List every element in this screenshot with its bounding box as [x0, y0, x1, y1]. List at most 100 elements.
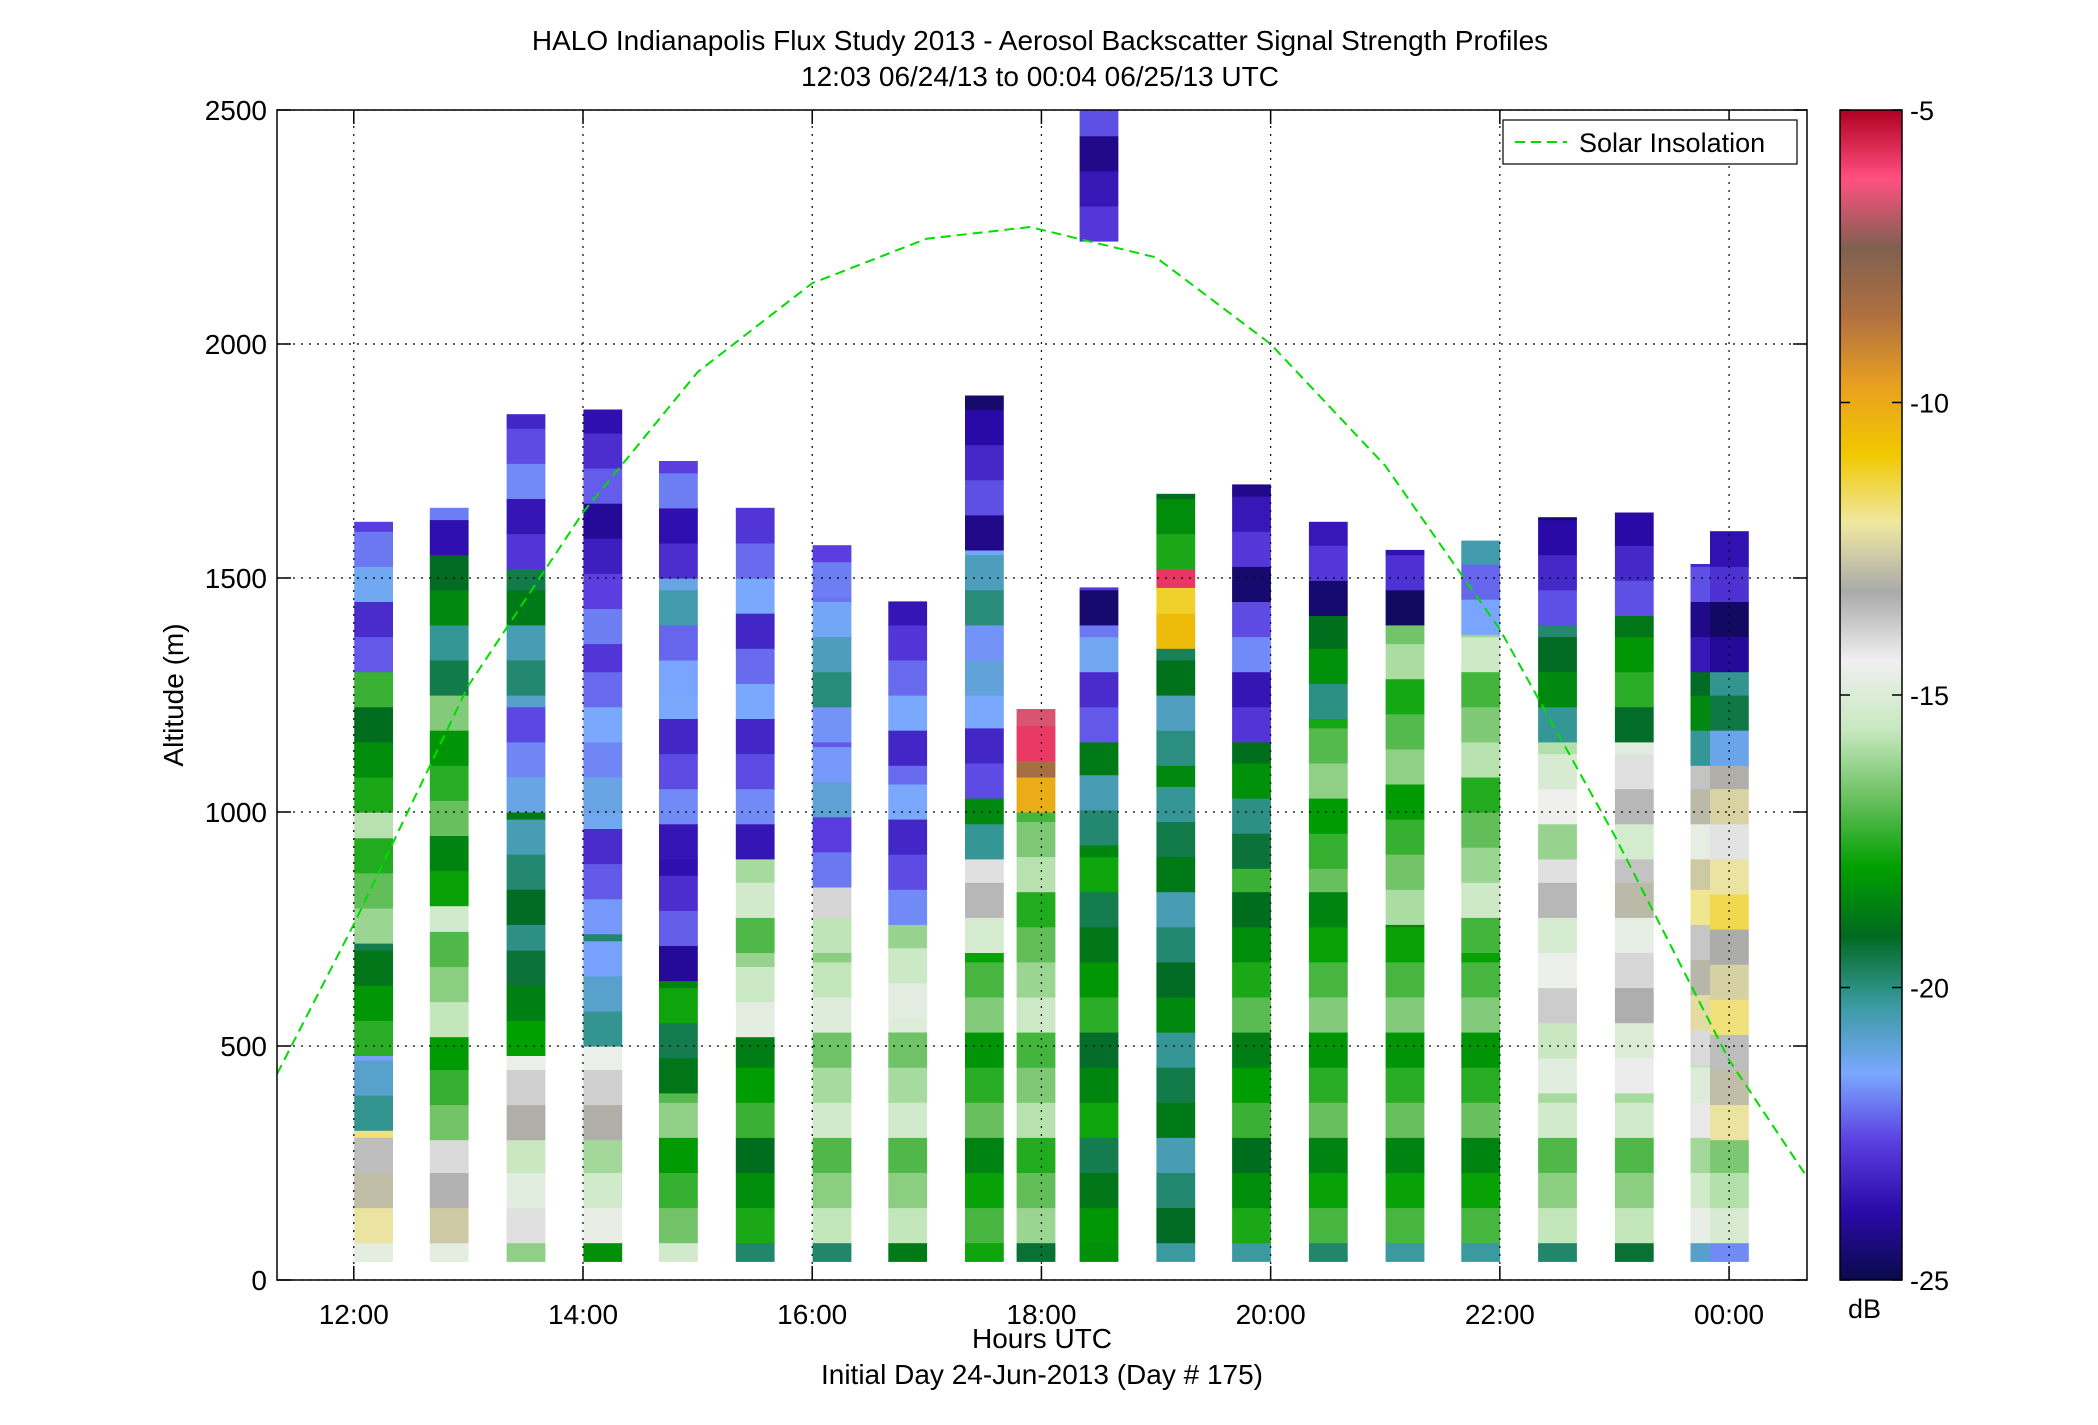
backscatter-cell: [1156, 926, 1196, 963]
backscatter-cell: [965, 549, 1004, 556]
backscatter-cell: [735, 718, 775, 755]
backscatter-cell: [1308, 1172, 1348, 1209]
backscatter-cell: [1614, 788, 1654, 825]
backscatter-cell: [1079, 809, 1119, 846]
backscatter-cell: [583, 608, 623, 645]
backscatter-cell: [1016, 725, 1056, 762]
backscatter-cell: [1538, 741, 1577, 755]
backscatter-cell: [888, 624, 928, 661]
backscatter-cell: [1156, 1137, 1196, 1173]
colorbar-unit-label: dB: [1848, 1294, 1881, 1324]
backscatter-cell: [1079, 706, 1119, 743]
backscatter-cell: [812, 1207, 852, 1244]
backscatter-cell: [506, 533, 546, 570]
backscatter-cell: [1156, 533, 1196, 570]
backscatter-cell: [812, 636, 852, 673]
backscatter-cell: [965, 961, 1004, 998]
backscatter-cell: [888, 1017, 928, 1033]
backscatter-cell: [1461, 996, 1501, 1033]
backscatter-cell: [1308, 926, 1348, 963]
backscatter-cell: [965, 514, 1004, 551]
backscatter-cell: [1156, 1172, 1196, 1209]
backscatter-cell: [812, 917, 852, 953]
backscatter-cell: [1156, 1242, 1196, 1262]
backscatter-cell: [1385, 1032, 1425, 1068]
colorbar-ticks: -25 -20 -15 -10 -5: [1840, 96, 1949, 1296]
backscatter-cell: [659, 987, 698, 1024]
backscatter-cell: [1156, 659, 1196, 696]
x-tick-label: 16:00: [777, 1299, 847, 1330]
backscatter-cell: [1079, 996, 1119, 1033]
x-axis-ticks: 12:00 14:00 16:00 18:00 20:00 22:00 00:00: [319, 110, 1764, 1330]
backscatter-cell: [354, 1172, 393, 1209]
backscatter-cell: [1079, 961, 1119, 998]
backscatter-cell: [965, 1172, 1004, 1209]
backscatter-cell: [1614, 636, 1654, 673]
backscatter-cell: [1690, 1064, 1730, 1068]
backscatter-cell: [1385, 554, 1425, 591]
backscatter-cell: [1538, 882, 1577, 918]
backscatter-cell: [735, 648, 775, 684]
backscatter-cell: [354, 1095, 393, 1131]
backscatter-cell: [1232, 1242, 1271, 1262]
backscatter-cell: [1079, 844, 1119, 858]
backscatter-cell: [1385, 961, 1425, 998]
backscatter-cell: [1308, 1102, 1348, 1138]
backscatter-cell: [583, 812, 623, 829]
backscatter-cell: [1538, 1137, 1577, 1173]
backscatter-cell: [429, 519, 469, 556]
backscatter-cell: [1156, 493, 1196, 500]
backscatter-cell: [1232, 636, 1271, 673]
backscatter-cell: [1016, 1242, 1056, 1262]
backscatter-cell: [1079, 1067, 1119, 1103]
backscatter-cell: [583, 1010, 623, 1047]
backscatter-cell: [1156, 786, 1196, 822]
backscatter-cell: [965, 659, 1004, 696]
backscatter-cell: [812, 596, 852, 602]
backscatter-cell: [1538, 1102, 1577, 1138]
backscatter-cell: [1308, 961, 1348, 998]
backscatter-cell: [1710, 964, 1749, 1000]
backscatter-cell: [429, 800, 469, 836]
chart-subtitle: 12:03 06/24/13 to 00:04 06/25/13 UTC: [801, 61, 1279, 92]
backscatter-cell: [888, 765, 928, 785]
backscatter-cell: [354, 1242, 393, 1262]
backscatter-cell: [1232, 1137, 1271, 1173]
backscatter-cell: [1385, 1172, 1425, 1209]
backscatter-cell: [1156, 587, 1196, 614]
colorbar: [1839, 109, 1903, 1281]
backscatter-cell: [1710, 566, 1749, 602]
backscatter-cell: [888, 659, 928, 696]
backscatter-cell: [354, 1055, 393, 1061]
backscatter-cell: [1461, 776, 1501, 813]
backscatter-cell: [812, 1102, 852, 1138]
backscatter-cell: [812, 706, 852, 743]
backscatter-cell: [1614, 741, 1654, 755]
backscatter-cell: [1308, 615, 1348, 649]
backscatter-cell: [965, 858, 1004, 883]
backscatter-cell: [812, 781, 852, 818]
backscatter-cell: [659, 1092, 698, 1103]
backscatter-cell: [583, 975, 623, 1012]
backscatter-cell: [888, 1102, 928, 1138]
backscatter-cell: [1385, 1207, 1425, 1244]
backscatter-cell: [659, 542, 698, 579]
backscatter-cell: [1079, 624, 1119, 638]
colorbar-tick-label: -5: [1910, 96, 1934, 126]
backscatter-cell: [1308, 1242, 1348, 1262]
backscatter-cell: [506, 950, 546, 986]
backscatter-cell: [1232, 1207, 1271, 1244]
backscatter-cell: [583, 1046, 623, 1070]
backscatter-cell: [812, 1067, 852, 1103]
backscatter-cell: [1614, 706, 1654, 743]
backscatter-cell: [735, 578, 775, 614]
backscatter-cell: [1614, 1207, 1654, 1244]
backscatter-cell: [1538, 589, 1577, 626]
backscatter-cell: [812, 1032, 852, 1068]
backscatter-cell: [965, 996, 1004, 1033]
backscatter-cell: [1614, 1092, 1654, 1103]
x-tick-label: 12:00: [319, 1299, 389, 1330]
backscatter-cell: [659, 472, 698, 509]
backscatter-cell: [1079, 1102, 1119, 1138]
legend-label-solar-insolation: Solar Insolation: [1579, 128, 1765, 158]
